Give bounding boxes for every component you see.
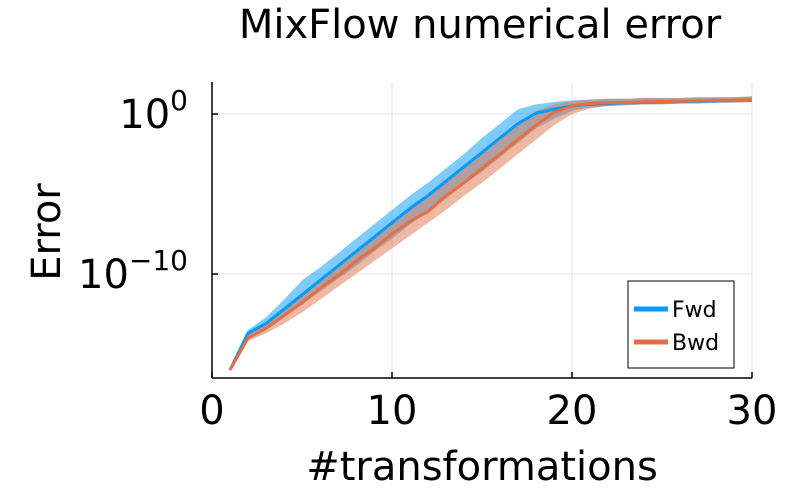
band-bwd	[230, 96, 752, 371]
error-bands	[230, 96, 752, 371]
series-lines	[228, 98, 753, 371]
y-tick-exponent: 0	[170, 84, 188, 117]
legend-label-fwd: Fwd	[672, 298, 717, 323]
line-bwd	[228, 98, 753, 371]
x-tick-label: 20	[547, 388, 598, 434]
y-tick-label: 10−10	[78, 244, 188, 298]
y-tick-base: 10	[119, 92, 170, 138]
y-tick-label: 100	[119, 84, 188, 138]
y-tick-exponent: −10	[129, 244, 188, 277]
chart-title: MixFlow numerical error	[239, 2, 722, 48]
axes	[211, 82, 753, 379]
x-axis-label: #transformations	[306, 444, 658, 490]
legend: Fwd Bwd	[627, 280, 735, 369]
x-tick-labels: 0 10 20 30	[199, 388, 777, 434]
legend-label-bwd: Bwd	[672, 331, 719, 356]
grid	[211, 82, 753, 378]
legend-box	[627, 280, 735, 369]
x-tick-label: 0	[199, 388, 224, 434]
x-tick-label: 10	[367, 388, 418, 434]
y-axis-label: Error	[24, 183, 70, 281]
x-tick-label: 30	[727, 388, 778, 434]
y-tick-base: 10	[78, 252, 129, 298]
